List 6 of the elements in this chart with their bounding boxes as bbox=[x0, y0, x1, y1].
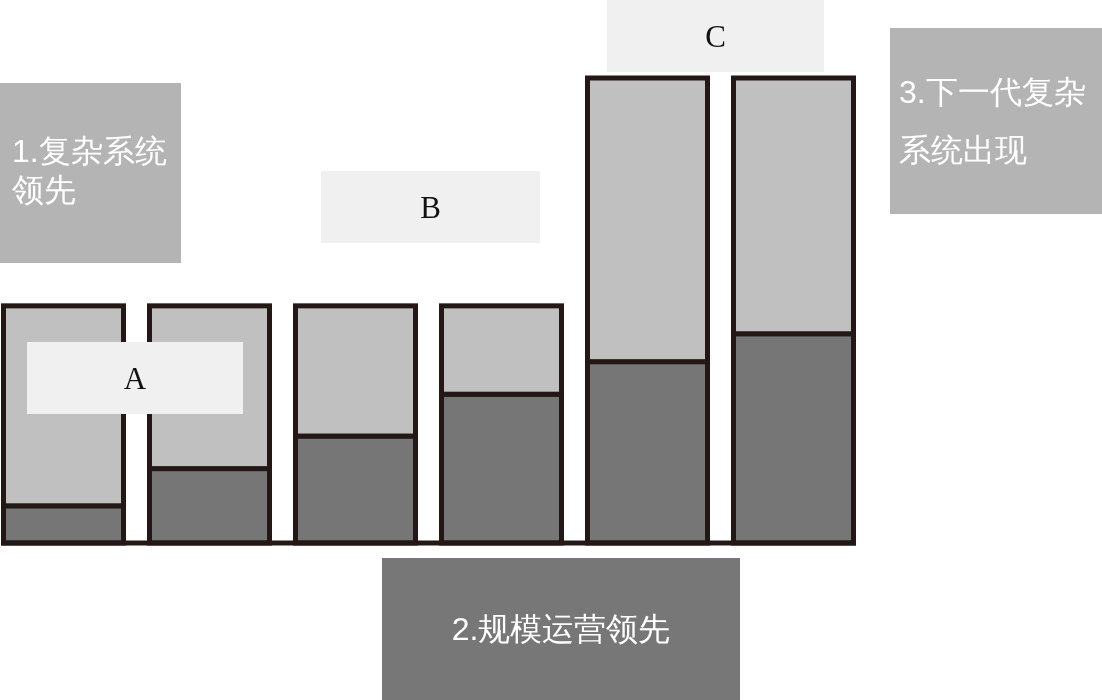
text: 2.规模运营领先 bbox=[451, 611, 671, 647]
annotation: A bbox=[123, 360, 147, 396]
annotation: B bbox=[420, 189, 441, 225]
text: C bbox=[705, 18, 726, 54]
annotation: 1.复杂系统领先 bbox=[12, 133, 167, 208]
text: 3.下一代复杂系统出现 bbox=[899, 74, 1086, 168]
